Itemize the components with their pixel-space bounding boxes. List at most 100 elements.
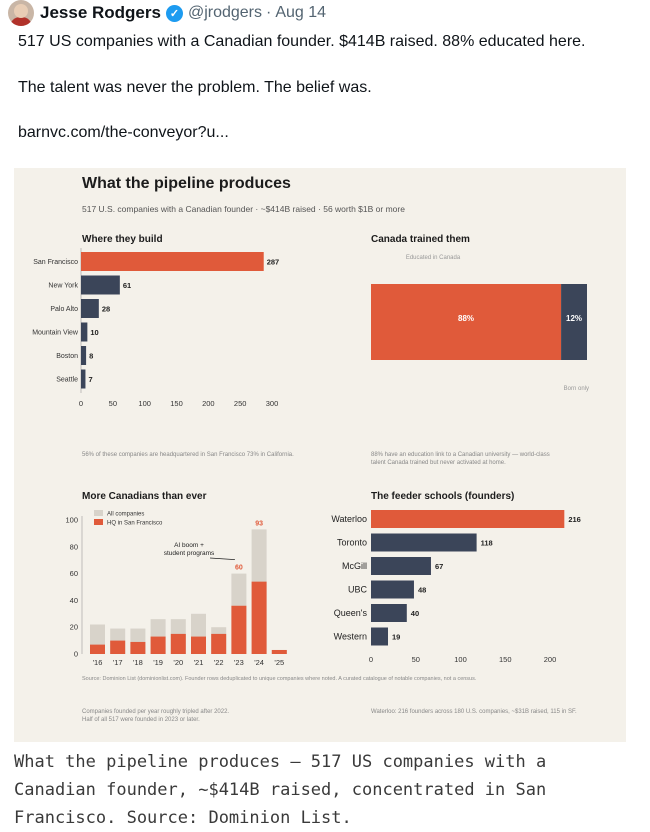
years-note-2: Half of all 517 were founded in 2023 or … [82,717,200,723]
years-x-tick: '25 [274,658,284,667]
author-handle[interactable]: @jrodgers [187,4,262,21]
build-bar [81,369,86,389]
years-bar-label: 60 [235,565,243,572]
caption-line-3: Francisco. Source: Dominion List. [14,808,352,828]
canada-trained-note-1: 88% have an education link to a Canadian… [371,452,550,458]
years-x-tick: '24 [254,658,264,667]
school-bar-category: UBC [348,585,368,595]
build-bar-category: New York [48,283,78,290]
years-bar-label: 93 [255,520,263,527]
post-header: Jesse Rodgers ✓ @jrodgers · Aug 14 [8,0,326,26]
years-y-tick: 60 [70,569,78,578]
build-bar [81,346,87,365]
image-alt-caption: What the pipeline produces — 517 US comp… [14,748,642,832]
build-x-tick: 100 [138,399,151,408]
post-date[interactable]: Aug 14 [275,4,327,21]
build-bar-value: 287 [267,258,280,267]
years-bar [251,581,267,654]
tweet-line-1: 517 US companies with a Canadian founder… [18,33,586,50]
build-bar-category: Boston [56,353,78,360]
meta-separator: · [266,4,272,21]
build-x-tick: 250 [234,399,247,408]
more-canadians-chart: More Canadians than ever 0 20 40 60 80 100 '16… [65,491,287,667]
where-they-build-title: Where they build [82,234,163,245]
years-annotation-line-2: student programs [164,550,215,557]
build-x-tick: 200 [202,399,215,408]
years-x-tick: '18 [133,658,143,667]
build-bar [81,252,264,271]
trained-segment-label: 88% [458,314,474,323]
verified-check-icon: ✓ [165,4,183,22]
school-bar [371,533,477,552]
build-bar [81,275,120,295]
school-bar-value: 48 [418,586,426,595]
years-legend-swatch [94,519,103,525]
caption-line-2: Canadian founder, ~$414B raised, concent… [14,780,547,800]
years-bar [231,605,247,654]
school-x-tick: 0 [369,655,373,664]
years-bar [90,644,105,654]
school-bar-category: McGill [342,561,367,571]
school-x-tick: 100 [454,655,467,664]
born-only-label: Born only [564,386,589,392]
years-x-tick: '19 [153,658,163,667]
years-annotation-arrow [209,557,235,560]
trained-segment [561,284,587,360]
avatar[interactable] [8,0,34,26]
build-bar-value: 8 [89,352,93,361]
years-note-1: Companies founded per year roughly tripl… [82,709,229,715]
feeder-schools-chart: The feeder schools (founders) Waterloo 21… [331,491,581,664]
tweet-line-2: The talent was never the problem. The be… [18,79,372,96]
build-bar [81,299,99,318]
school-bar-value: 19 [392,633,400,642]
author-name[interactable]: Jesse Rodgers [40,3,161,22]
school-x-tick: 50 [412,655,420,664]
years-annotation-line-1: AI boom + [174,542,204,549]
years-x-tick: '23 [234,658,244,667]
build-bar-category: San Francisco [33,259,78,266]
school-bar-category: Western [334,632,367,642]
school-bar [371,580,414,599]
years-bar [130,641,146,654]
build-bar-category: Mountain View [32,330,79,337]
years-y-tick: 20 [70,623,78,632]
years-bar [150,636,166,654]
canada-trained-chart: Canada trained them Educated in Canada B… [371,234,589,392]
feeder-schools-title: The feeder schools (founders) [371,491,514,502]
years-bar [170,633,186,654]
infographic-image[interactable]: What the pipeline produces 517 U.S. comp… [14,168,626,742]
build-bar-value: 10 [90,328,98,337]
school-x-tick: 200 [544,655,557,664]
trained-segment [371,284,562,360]
tweet-link[interactable]: barnvc.com/the-conveyor?u... [18,124,229,141]
years-y-tick: 100 [65,516,78,525]
years-legend-label: All companies [107,512,144,518]
years-bar [110,640,126,654]
canada-trained-title: Canada trained them [371,234,470,245]
build-x-tick: 0 [79,399,83,408]
years-bar [271,649,287,654]
build-bar-category: Palo Alto [50,306,78,313]
years-x-tick: '21 [194,658,204,667]
build-bar [81,322,88,342]
years-legend-label: HQ in San Francisco [107,521,163,527]
school-bar [371,557,431,575]
school-bar-category: Toronto [337,538,367,548]
school-bar [371,510,565,528]
years-x-tick: '16 [93,658,103,667]
years-x-tick: '20 [173,658,183,667]
years-y-tick: 40 [70,596,78,605]
years-bar [211,633,227,654]
build-bar-category: Seattle [56,377,78,384]
schools-note: Waterloo: 216 founders across 180 U.S. c… [371,709,577,715]
trained-segment-label: 12% [566,314,582,323]
build-x-tick: 150 [170,399,183,408]
school-bar-category: Queen's [334,608,368,618]
school-bar-value: 40 [411,609,419,618]
build-x-tick: 50 [109,399,117,408]
years-x-tick: '22 [214,658,224,667]
infographic-subtitle: 517 U.S. companies with a Canadian found… [82,204,405,214]
source-note: Source: Dominion List (dominionlist.com)… [82,676,477,682]
educated-label: Educated in Canada [406,255,461,261]
infographic-title: What the pipeline produces [82,175,291,192]
